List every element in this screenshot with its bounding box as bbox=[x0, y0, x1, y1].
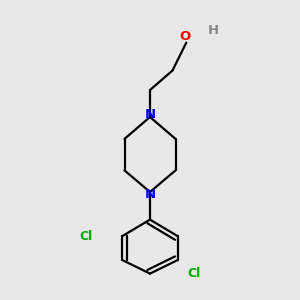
Text: H: H bbox=[207, 23, 219, 37]
Text: Cl: Cl bbox=[188, 267, 201, 280]
Text: N: N bbox=[144, 188, 156, 201]
Text: N: N bbox=[144, 108, 156, 121]
Text: O: O bbox=[179, 29, 191, 43]
Text: Cl: Cl bbox=[80, 230, 93, 243]
